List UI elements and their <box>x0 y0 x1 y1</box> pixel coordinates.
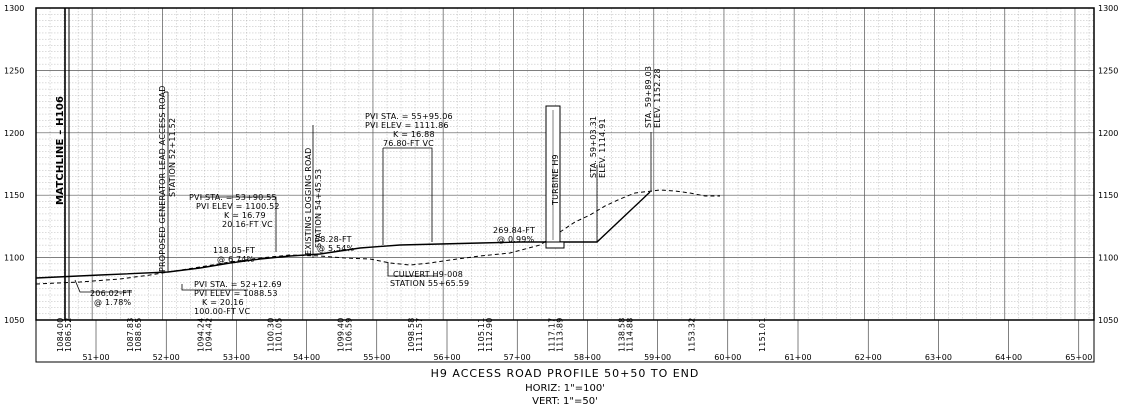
elevation-tick-label-left: 1250 <box>4 66 24 75</box>
existing-elevation-label: 1087.83 <box>126 318 135 352</box>
station-label: 60+00 <box>714 353 741 362</box>
proposed-elevation-label: 1086.52 <box>64 318 73 352</box>
sta-59b-line1: STA. 59+89.03 <box>644 66 653 128</box>
station-label: 56+00 <box>433 353 460 362</box>
existing-elevation-label: 1151.01 <box>758 318 767 352</box>
proposed-elevation-label: 1113.89 <box>555 318 564 352</box>
existing-elevation-label: 1105.11 <box>477 318 486 352</box>
grade3-slope: @ 5.54% <box>317 244 355 253</box>
station-label: 59+00 <box>644 353 671 362</box>
pvi3-sta: PVI STA. = 52+12.69 <box>194 280 282 289</box>
culvert-line1: CULVERT H9-008 <box>393 270 463 279</box>
proposed-elevation-label: 1101.05 <box>275 318 284 352</box>
pvi2-sta: PVI STA. = 55+95.06 <box>365 112 453 121</box>
elevation-tick-label-left: 1150 <box>4 191 24 200</box>
station-label: 65+00 <box>1065 353 1092 362</box>
existing-elevation-label: 1117.17 <box>547 318 556 352</box>
turbine-base <box>545 241 565 249</box>
logging-road-line1: EXISTING LOGGING ROAD <box>304 148 313 255</box>
elevation-tick-label-right: 1200 <box>1098 129 1118 138</box>
existing-elevation-label: 1100.30 <box>267 318 276 352</box>
existing-elevation-label: 1153.32 <box>688 318 697 352</box>
elevation-tick-label-right: 1300 <box>1098 4 1118 13</box>
proposed-elevation-label: 1094.42 <box>204 318 213 352</box>
elevation-tick-label-right: 1050 <box>1098 316 1118 325</box>
proposed-grade-line <box>35 191 651 279</box>
elevation-tick-label-left: 1100 <box>4 254 24 263</box>
elevation-tick-label-left: 1050 <box>4 316 24 325</box>
profile-title: H9 ACCESS ROAD PROFILE 50+50 TO END <box>431 367 700 380</box>
pvi1-sta: PVI STA. = 53+90.55 <box>189 193 277 202</box>
grade1-slope: @ 1.78% <box>94 298 132 307</box>
existing-ground-line <box>35 189 720 285</box>
station-label: 51+00 <box>82 353 109 362</box>
existing-elevation-label: 1099.40 <box>337 318 346 352</box>
elevation-tick-label-left: 1200 <box>4 129 24 138</box>
pvi2-k: K = 16.88 <box>393 130 435 139</box>
elevation-tick-label-right: 1150 <box>1098 191 1118 200</box>
elevation-tick-label-left: 1300 <box>4 4 24 13</box>
station-axis-labels: 51+00 52+00 53+00 54+00 55+00 56+00 57+00 58+00… <box>82 320 1092 362</box>
horizontal-scale: HORIZ: 1"=100' <box>525 383 605 394</box>
generator-road-line2: STATION 52+11.52 <box>168 118 177 197</box>
vertical-scale: VERT: 1"=50' <box>532 396 598 407</box>
pvi2-vc: 76.80-FT VC <box>383 139 434 148</box>
elevation-tick-label-right: 1250 <box>1098 66 1118 75</box>
station-label: 64+00 <box>995 353 1022 362</box>
pvi1-k: K = 16.79 <box>224 211 266 220</box>
culvert-line2: STATION 55+65.59 <box>390 279 469 288</box>
grade3-length: 58.28-FT <box>315 235 352 244</box>
elevation-tick-label-right: 1100 <box>1098 254 1118 263</box>
station-label: 52+00 <box>153 353 180 362</box>
turbine-label: TURBINE H9 <box>551 154 560 206</box>
proposed-elevation-label: 1111.57 <box>415 318 424 352</box>
profile-grid <box>35 7 1094 321</box>
existing-elevation-label: 1098.58 <box>407 318 416 352</box>
grade4-slope: @ 0.99% <box>497 235 535 244</box>
station-label: 61+00 <box>784 353 811 362</box>
pvi1-elev: PVI ELEV = 1100.52 <box>196 202 280 211</box>
sta-59-line1: STA. 59+03.31 <box>589 116 598 178</box>
station-label: 54+00 <box>293 353 320 362</box>
pvi2-elev: PVI ELEV = 1111.86 <box>365 121 449 130</box>
grade2-length: 118.05-FT <box>213 246 255 255</box>
existing-elevation-label: 1094.24 <box>196 318 205 352</box>
matchline-label: MATCHLINE – H106 <box>55 96 66 205</box>
pvi3-elev: PVI ELEV = 1088.53 <box>194 289 278 298</box>
generator-road-line1: PROPOSED GENERATOR LEAD ACCESS ROAD <box>158 85 167 272</box>
grade4-length: 269.84-FT <box>493 226 535 235</box>
sta-59-line2: ELEV. 1114.91 <box>598 118 607 178</box>
grade1-length: 206.02-FT <box>90 289 132 298</box>
pvi3-k: K = 20.16 <box>202 298 244 307</box>
station-label: 53+00 <box>223 353 250 362</box>
grade2-slope: @ 6.74% <box>217 255 255 264</box>
existing-elevation-label: 1138.58 <box>618 318 627 352</box>
station-table-frame <box>35 319 1095 363</box>
proposed-elevation-label: 1088.65 <box>134 318 143 352</box>
elevation-table: 1084.00 1086.52 1087.83 1088.65 1094.24 1094.… <box>56 318 767 352</box>
proposed-elevation-label: 1114.88 <box>626 318 635 352</box>
existing-elevation-label: 1084.00 <box>56 318 65 352</box>
pvi3-vc: 100.00-FT VC <box>194 307 250 316</box>
proposed-elevation-label: 1112.90 <box>485 318 494 352</box>
pvi1-vc: 20.16-FT VC <box>222 220 273 229</box>
station-label: 62+00 <box>855 353 882 362</box>
station-label: 55+00 <box>363 353 390 362</box>
station-label: 57+00 <box>504 353 531 362</box>
annotation-leaders <box>74 91 652 293</box>
logging-road-line2: STATION 54+45.53 <box>314 169 323 248</box>
elevation-axis-labels: 1300 1250 1200 1150 1100 1050 1300 1250 1200 1150… <box>4 4 1118 325</box>
proposed-elevation-label: 1106.59 <box>345 318 354 352</box>
sta-59b-line2: ELEV. 1152.28 <box>653 68 662 128</box>
station-label: 58+00 <box>574 353 601 362</box>
station-label: 63+00 <box>925 353 952 362</box>
